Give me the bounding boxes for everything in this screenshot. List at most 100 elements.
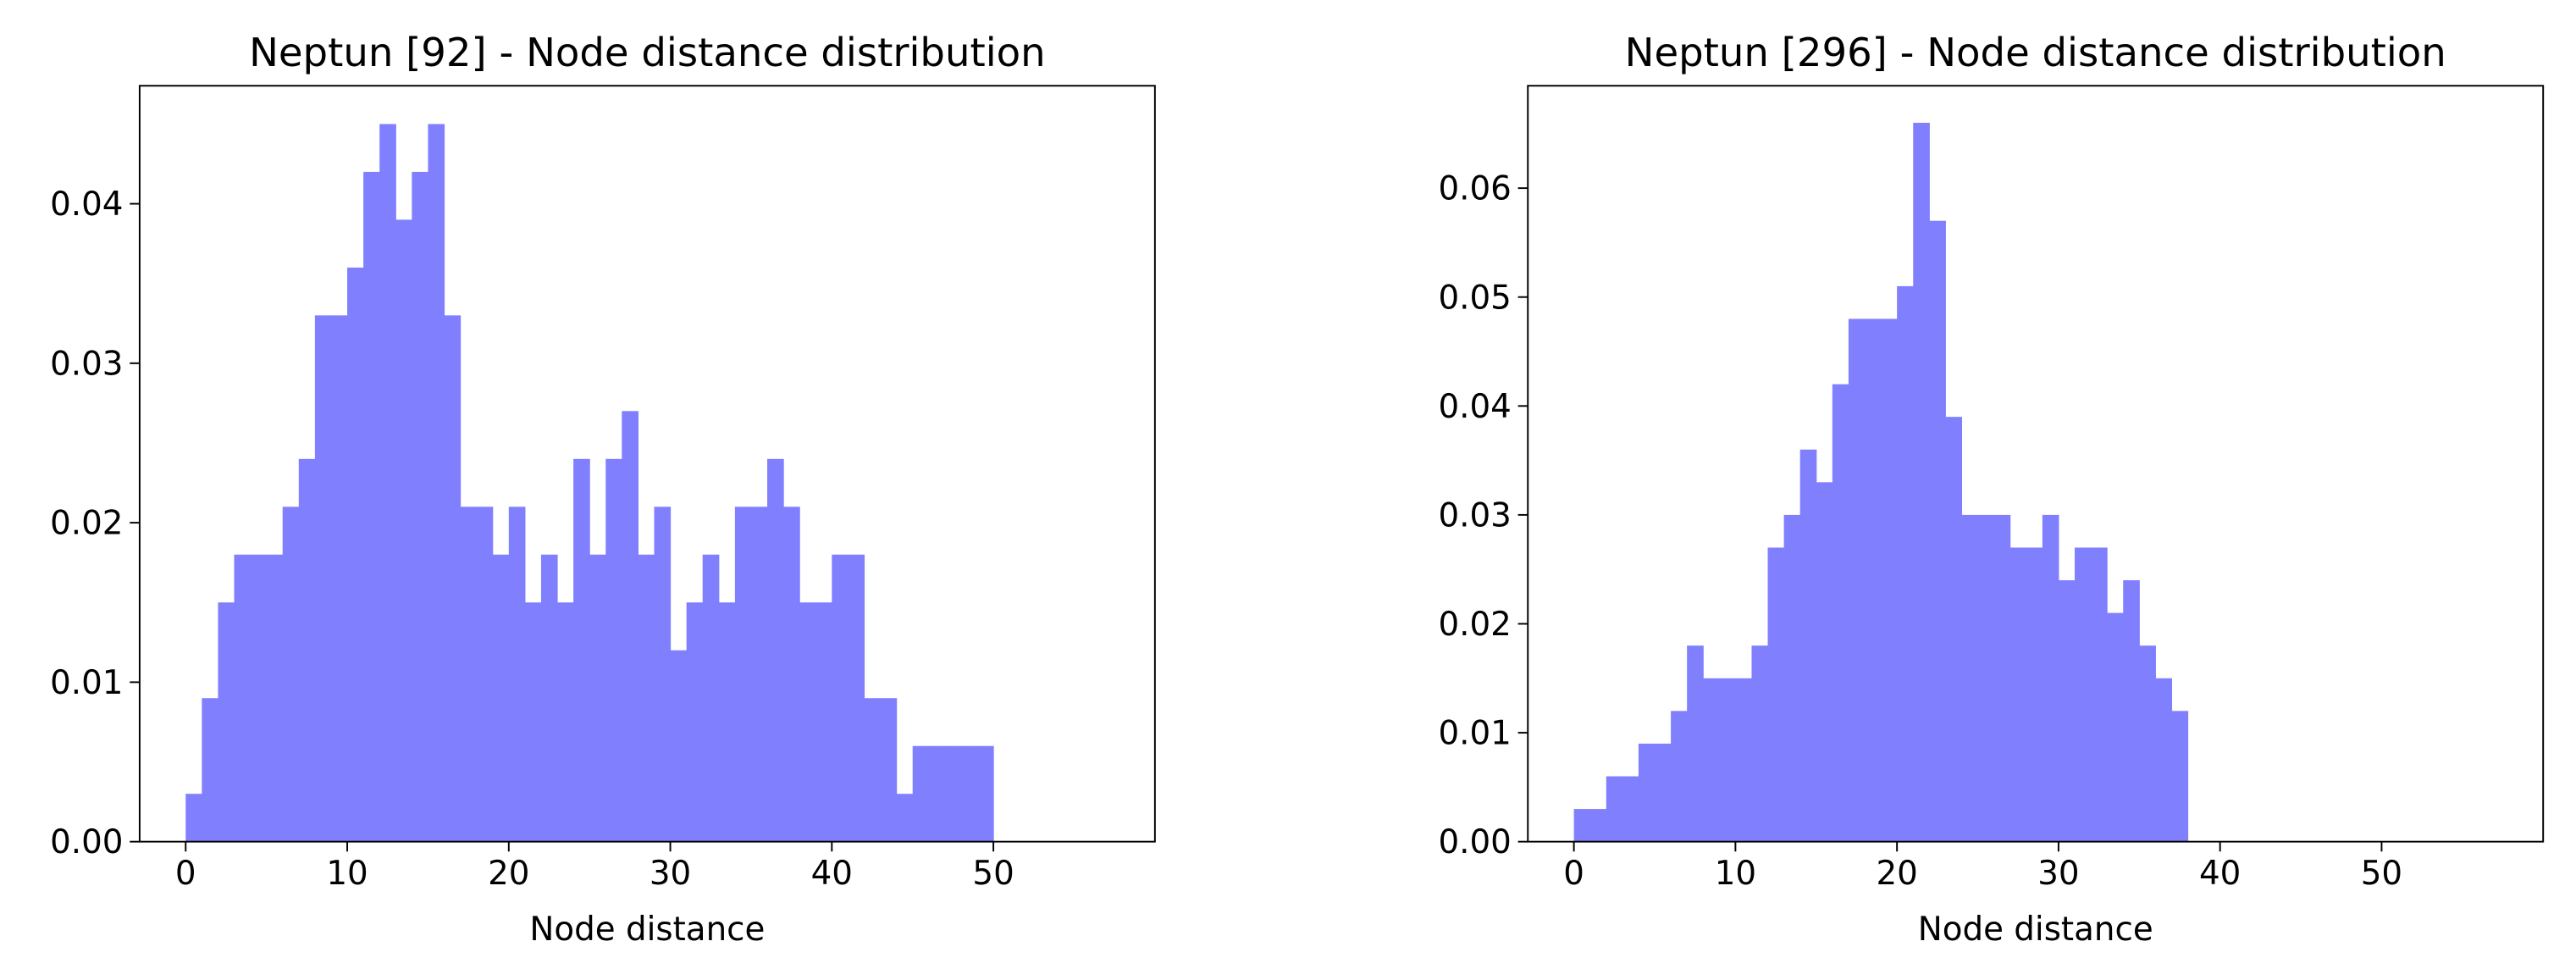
x-tick-label: 20 bbox=[488, 855, 529, 893]
bar bbox=[363, 171, 380, 842]
bar bbox=[1993, 514, 2011, 842]
bar bbox=[298, 458, 316, 842]
bar bbox=[1913, 122, 1930, 842]
bar bbox=[2058, 580, 2076, 842]
bar bbox=[395, 219, 412, 842]
bar bbox=[1735, 678, 1753, 842]
bar bbox=[234, 554, 252, 842]
bar bbox=[767, 458, 784, 842]
bar bbox=[282, 507, 300, 842]
bar bbox=[266, 554, 284, 842]
x-tick-label: 50 bbox=[2361, 855, 2402, 893]
bar bbox=[2091, 547, 2108, 842]
chart-title: Neptun [92] - Node distance distribution bbox=[249, 30, 1046, 75]
bar bbox=[1654, 743, 1672, 842]
bar bbox=[1671, 711, 1688, 842]
y-tick-label: 0.01 bbox=[1438, 715, 1511, 753]
bar bbox=[670, 650, 688, 842]
bar bbox=[250, 554, 268, 842]
bar bbox=[492, 554, 510, 842]
bar bbox=[1816, 482, 1833, 842]
bar bbox=[1783, 514, 1801, 842]
bar bbox=[476, 507, 494, 842]
bar bbox=[2139, 645, 2156, 842]
bar bbox=[1622, 776, 1639, 842]
bar bbox=[960, 745, 978, 842]
x-tick-label: 40 bbox=[2199, 855, 2241, 893]
bar bbox=[686, 602, 704, 842]
axes-frame bbox=[1527, 85, 2545, 843]
bar bbox=[428, 124, 445, 842]
y-tick-label: 0.03 bbox=[1438, 496, 1511, 534]
bar bbox=[1897, 285, 1914, 842]
bar bbox=[944, 745, 962, 842]
bar bbox=[444, 315, 462, 842]
bar bbox=[864, 698, 882, 842]
bar bbox=[412, 171, 429, 842]
x-tick-label: 30 bbox=[2037, 855, 2079, 893]
bar bbox=[540, 554, 558, 842]
bar bbox=[1945, 417, 1963, 842]
bar bbox=[1703, 678, 1720, 842]
bar bbox=[2171, 711, 2189, 842]
bar bbox=[1832, 384, 1849, 842]
bar bbox=[783, 507, 800, 842]
bar bbox=[1848, 318, 1866, 842]
x-tick-label: 40 bbox=[811, 855, 853, 893]
bar bbox=[2155, 678, 2173, 842]
bar bbox=[557, 602, 574, 842]
y-tick-label: 0.04 bbox=[1438, 388, 1511, 426]
bar bbox=[622, 411, 638, 842]
bar bbox=[1929, 220, 1946, 842]
bar bbox=[460, 507, 478, 842]
bar bbox=[1864, 318, 1882, 842]
y-tick-label: 0.01 bbox=[50, 664, 123, 702]
bar bbox=[832, 554, 849, 842]
bar bbox=[718, 602, 736, 842]
bar bbox=[379, 124, 396, 842]
bar bbox=[202, 698, 219, 842]
bar bbox=[2026, 547, 2043, 842]
bar bbox=[977, 745, 994, 842]
x-axis-label: Node distance bbox=[529, 911, 765, 949]
bar bbox=[2123, 580, 2140, 842]
bar bbox=[1961, 514, 1979, 842]
bar bbox=[654, 507, 672, 842]
bar bbox=[2009, 547, 2027, 842]
bar bbox=[1606, 776, 1623, 842]
bar bbox=[896, 794, 914, 842]
bar bbox=[750, 507, 768, 842]
y-tick-label: 0.06 bbox=[1438, 170, 1511, 208]
y-tick-label: 0.03 bbox=[50, 345, 123, 383]
bar bbox=[508, 507, 526, 842]
bar bbox=[1881, 318, 1898, 842]
x-tick-label: 10 bbox=[1715, 855, 1756, 893]
bar bbox=[1589, 809, 1607, 842]
x-tick-label: 0 bbox=[175, 855, 196, 893]
y-tick-label: 0.00 bbox=[50, 823, 123, 861]
bar bbox=[1687, 645, 1704, 842]
bar bbox=[605, 458, 622, 842]
bar bbox=[1638, 743, 1656, 842]
x-tick-label: 10 bbox=[326, 855, 368, 893]
bar bbox=[638, 554, 655, 842]
bar bbox=[1799, 449, 1817, 842]
bar bbox=[2042, 514, 2059, 842]
bar bbox=[314, 315, 332, 842]
bar bbox=[218, 602, 235, 842]
x-tick-label: 20 bbox=[1876, 855, 1917, 893]
bar bbox=[702, 554, 720, 842]
bar bbox=[734, 507, 752, 842]
y-tick-label: 0.00 bbox=[1438, 823, 1511, 861]
bar bbox=[1719, 678, 1736, 842]
bar bbox=[928, 745, 946, 842]
x-tick-label: 30 bbox=[650, 855, 691, 893]
x-tick-label: 50 bbox=[972, 855, 1014, 893]
bar bbox=[880, 698, 898, 842]
bar bbox=[815, 602, 832, 842]
bar bbox=[330, 315, 348, 842]
y-tick-label: 0.02 bbox=[1438, 606, 1511, 644]
chart-title: Neptun [296] - Node distance distributio… bbox=[1625, 30, 2446, 75]
bar bbox=[1977, 514, 1995, 842]
